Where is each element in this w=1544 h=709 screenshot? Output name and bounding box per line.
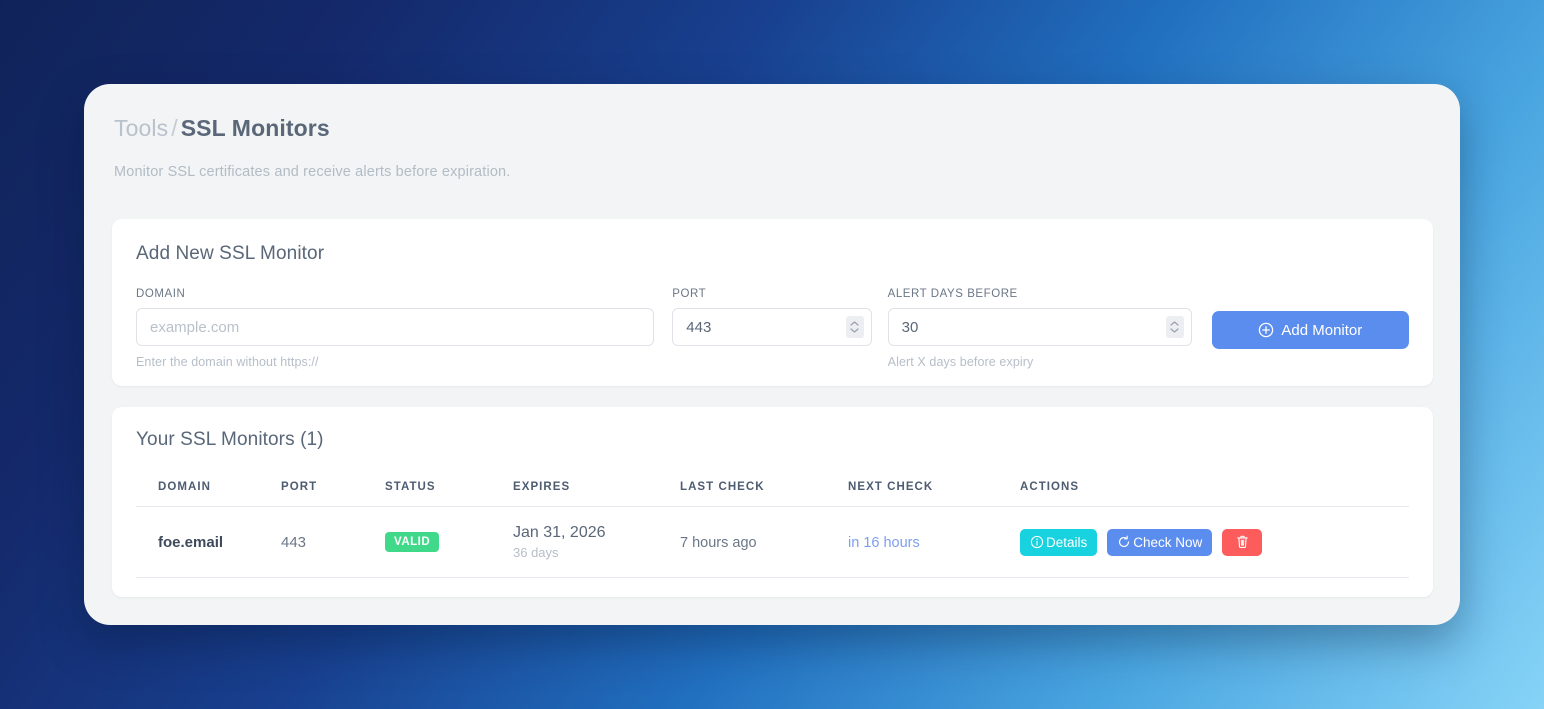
plus-circle-icon — [1259, 322, 1274, 338]
domain-label: DOMAIN — [136, 288, 186, 300]
column-header-expires: EXPIRES — [513, 451, 680, 507]
column-header-actions: ACTIONS — [1020, 451, 1409, 507]
details-button-label: Details — [1046, 534, 1088, 550]
cell-domain: foe.email — [136, 506, 281, 578]
status-badge: VALID — [385, 532, 440, 552]
monitors-table-body: foe.email 443 VALID Jan 31, 2026 36 days… — [136, 506, 1409, 578]
cell-actions: Details Check Now — [1020, 506, 1409, 578]
chevron-down-icon — [850, 328, 859, 333]
refresh-icon — [1119, 535, 1130, 548]
add-monitor-title: Add New SSL Monitor — [136, 243, 325, 264]
alert-days-stepper[interactable] — [1165, 316, 1184, 338]
alert-days-input[interactable]: 30 — [887, 308, 1192, 346]
cell-status: VALID — [385, 506, 513, 578]
add-monitor-button-label: Add Monitor — [1281, 321, 1363, 339]
add-monitor-button[interactable]: Add Monitor — [1211, 311, 1409, 349]
check-now-button-label: Check Now — [1133, 534, 1203, 550]
chevron-up-icon — [1170, 321, 1179, 326]
cell-next-check: in 16 hours — [848, 506, 1020, 578]
domain-input[interactable]: example.com — [136, 308, 655, 346]
last-check-value: 7 hours ago — [680, 534, 757, 551]
alert-days-field-group: ALERT DAYS BEFORE 30 Alert X days before… — [887, 288, 1192, 369]
cell-port: 443 — [281, 506, 385, 578]
domain-hint: Enter the domain without https:// — [136, 355, 319, 369]
breadcrumb-separator: / — [171, 115, 178, 141]
column-header-domain: DOMAIN — [136, 451, 281, 507]
row-actions: Details Check Now — [1020, 528, 1409, 556]
monitors-table-head: DOMAIN PORT STATUS EXPIRES LAST CHECK NE… — [136, 451, 1409, 507]
domain-input-placeholder: example.com — [150, 318, 240, 336]
port-input-value: 443 — [686, 318, 712, 336]
column-header-last-check: LAST CHECK — [680, 451, 848, 507]
details-button[interactable]: Details — [1020, 528, 1098, 556]
info-icon — [1030, 535, 1044, 549]
alert-days-input-value: 30 — [901, 318, 919, 336]
cell-last-check: 7 hours ago — [680, 506, 848, 578]
cell-expires: Jan 31, 2026 36 days — [513, 506, 680, 578]
delete-monitor-button[interactable] — [1222, 528, 1263, 556]
chevron-down-icon — [1170, 328, 1179, 333]
table-header-row: DOMAIN PORT STATUS EXPIRES LAST CHECK NE… — [136, 451, 1409, 507]
chevron-up-icon — [850, 321, 859, 326]
breadcrumb: Tools / SSL Monitors — [112, 114, 1432, 142]
monitors-table: DOMAIN PORT STATUS EXPIRES LAST CHECK NE… — [136, 451, 1409, 578]
port-field-group: PORT 443 — [672, 288, 872, 346]
expires-days-remaining: 36 days — [513, 545, 559, 560]
alert-days-label: ALERT DAYS BEFORE — [887, 288, 1018, 300]
column-header-status: STATUS — [385, 451, 513, 507]
check-now-button[interactable]: Check Now — [1107, 528, 1213, 556]
breadcrumb-parent[interactable]: Tools — [114, 115, 169, 141]
domain-field-group: DOMAIN example.com Enter the domain with… — [136, 288, 655, 369]
port-stepper[interactable] — [845, 316, 864, 338]
monitors-card: Your SSL Monitors (1) DOMAIN PORT STATUS… — [112, 407, 1433, 597]
column-header-next-check: NEXT CHECK — [848, 451, 1020, 507]
port-label: PORT — [672, 288, 707, 300]
add-monitor-form: DOMAIN example.com Enter the domain with… — [136, 288, 1409, 369]
trash-icon — [1237, 535, 1248, 548]
port-input[interactable]: 443 — [672, 308, 872, 346]
monitors-title: Your SSL Monitors (1) — [136, 429, 324, 450]
add-monitor-card: Add New SSL Monitor DOMAIN example.com E… — [112, 219, 1433, 386]
expires-date: Jan 31, 2026 — [513, 524, 606, 541]
table-row: foe.email 443 VALID Jan 31, 2026 36 days… — [136, 506, 1409, 578]
next-check-value: in 16 hours — [848, 534, 920, 551]
page-subtitle: Monitor SSL certificates and receive ale… — [114, 164, 511, 180]
monitor-domain-value: foe.email — [158, 533, 224, 551]
page-title: SSL Monitors — [180, 115, 330, 141]
alert-days-hint: Alert X days before expiry — [887, 355, 1034, 369]
column-header-port: PORT — [281, 451, 385, 507]
